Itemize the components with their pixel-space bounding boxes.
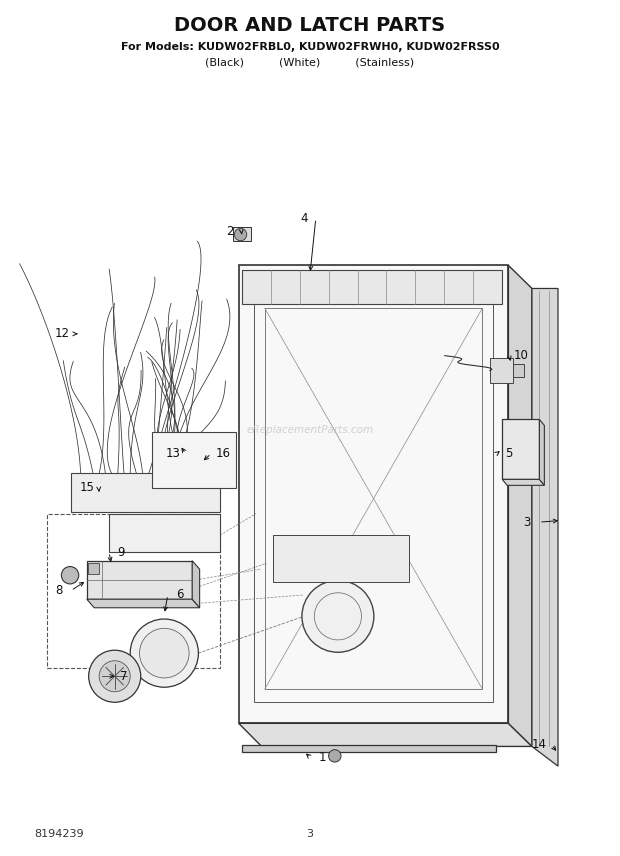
Text: 8: 8	[55, 584, 63, 597]
Text: DOOR AND LATCH PARTS: DOOR AND LATCH PARTS	[174, 16, 446, 35]
Text: eReplacementParts.com: eReplacementParts.com	[246, 425, 374, 435]
Polygon shape	[239, 723, 532, 746]
Text: 12: 12	[55, 327, 69, 341]
Circle shape	[61, 567, 79, 584]
Polygon shape	[88, 563, 99, 574]
Polygon shape	[532, 288, 558, 766]
Text: 2: 2	[226, 224, 233, 238]
Text: 1: 1	[319, 751, 326, 764]
Text: For Models: KUDW02FRBL0, KUDW02FRWH0, KUDW02FRSS0: For Models: KUDW02FRBL0, KUDW02FRWH0, KU…	[121, 42, 499, 52]
Polygon shape	[192, 561, 200, 608]
Text: 4: 4	[300, 211, 308, 225]
Circle shape	[140, 628, 189, 678]
Circle shape	[234, 229, 247, 241]
Polygon shape	[490, 358, 513, 383]
Polygon shape	[508, 265, 532, 746]
Circle shape	[329, 750, 341, 762]
Polygon shape	[502, 419, 539, 479]
Text: 14: 14	[532, 738, 547, 752]
Text: 6: 6	[176, 588, 184, 602]
Circle shape	[99, 661, 130, 692]
Polygon shape	[539, 419, 544, 485]
Polygon shape	[513, 364, 524, 377]
Polygon shape	[152, 432, 236, 488]
Text: 3: 3	[306, 829, 314, 839]
Circle shape	[302, 580, 374, 652]
Text: 5: 5	[505, 447, 512, 461]
Polygon shape	[108, 514, 220, 552]
Text: 9: 9	[117, 545, 125, 559]
Polygon shape	[242, 745, 496, 752]
Polygon shape	[232, 227, 251, 241]
Polygon shape	[242, 270, 502, 304]
Polygon shape	[87, 599, 200, 608]
Polygon shape	[87, 561, 192, 599]
Text: 7: 7	[120, 669, 128, 683]
Polygon shape	[273, 535, 409, 582]
Text: (Black)          (White)          (Stainless): (Black) (White) (Stainless)	[205, 57, 415, 68]
Circle shape	[130, 619, 198, 687]
Circle shape	[89, 651, 141, 702]
Text: 3: 3	[523, 515, 531, 529]
Text: 15: 15	[79, 481, 94, 495]
Polygon shape	[502, 479, 544, 485]
Polygon shape	[71, 473, 220, 512]
Text: 10: 10	[513, 348, 528, 362]
Text: 8194239: 8194239	[34, 829, 84, 839]
Text: 16: 16	[216, 447, 231, 461]
Text: 13: 13	[166, 447, 181, 461]
Polygon shape	[239, 265, 508, 723]
